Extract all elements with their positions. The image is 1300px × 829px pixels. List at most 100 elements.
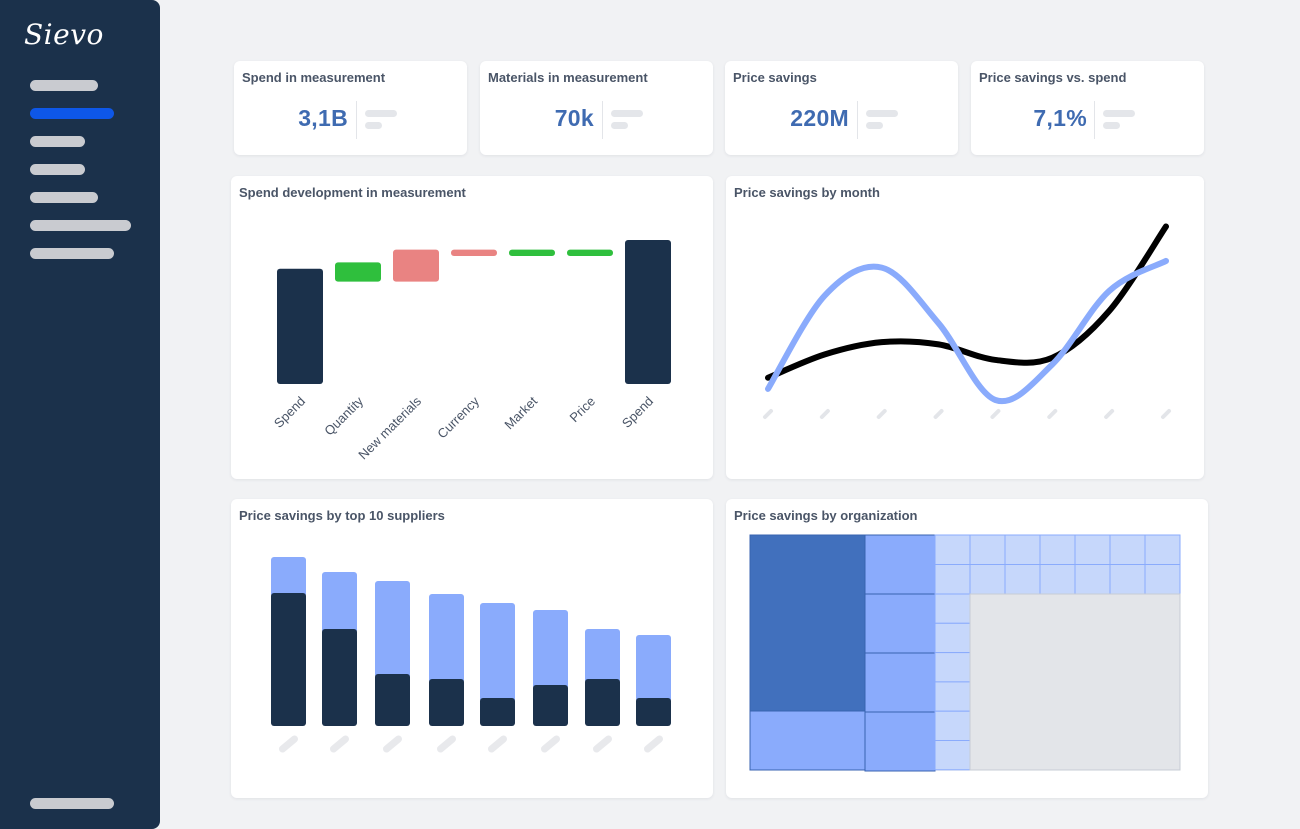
treemap-tiles	[749, 534, 1181, 772]
treemap-tile-small	[934, 681, 971, 712]
sidebar-item-5[interactable]	[30, 192, 98, 203]
sidebar-item-2-active[interactable]	[30, 108, 114, 119]
treemap-tile-small	[934, 740, 971, 771]
x-tick-placeholder	[279, 735, 298, 753]
bar-segment-dark	[585, 679, 620, 726]
sidebar-item-6[interactable]	[30, 220, 131, 231]
bar-segment-dark	[533, 685, 568, 726]
kpi-title: Price savings	[733, 70, 817, 85]
kpi-title: Price savings vs. spend	[979, 70, 1127, 85]
waterfall-x-label: Quantity	[321, 393, 366, 438]
bar-segment-light	[533, 610, 568, 689]
x-tick-placeholder	[1104, 409, 1115, 419]
waterfall-bar	[509, 249, 555, 256]
x-tick-placeholder	[541, 735, 560, 753]
kpi-placeholder-line	[866, 122, 883, 129]
treemap-tile-small	[1004, 534, 1041, 565]
kpi-placeholder-line	[365, 110, 397, 117]
kpi-card-savings-vs-spend[interactable]: Price savings vs. spend 7,1%	[971, 61, 1204, 155]
treemap-tile-small	[1109, 564, 1146, 595]
kpi-divider	[1094, 101, 1095, 139]
treemap-tile-small	[1109, 534, 1146, 565]
treemap-chart	[749, 534, 1181, 772]
x-tick-placeholder	[763, 409, 773, 419]
x-tick-placeholder	[593, 735, 612, 753]
kpi-card-price-savings[interactable]: Price savings 220M	[725, 61, 958, 155]
bar-segment-light	[322, 572, 357, 633]
waterfall-x-label: Spend	[619, 394, 656, 431]
x-tick-placeholder	[644, 735, 663, 753]
kpi-divider	[356, 101, 357, 139]
chart-title: Spend development in measurement	[239, 185, 466, 200]
treemap-tile-medium	[864, 652, 936, 713]
kpi-placeholder-line	[866, 110, 898, 117]
treemap-tile-small	[934, 710, 971, 741]
kpi-title: Materials in measurement	[488, 70, 648, 85]
bar-segment-dark	[429, 679, 464, 726]
kpi-placeholder-line	[365, 122, 382, 129]
kpi-placeholder-line	[611, 110, 643, 117]
x-tick-placeholder	[876, 409, 887, 419]
treemap-tile-small	[1144, 564, 1181, 595]
x-tick-placeholder	[1161, 409, 1171, 419]
waterfall-bar	[625, 240, 671, 384]
spend-development-card[interactable]: Spend development in measurement Spend Qu…	[231, 176, 713, 479]
chart-title: Price savings by month	[734, 185, 880, 200]
waterfall-x-label: Price	[567, 394, 599, 426]
sievo-logo[interactable]: Sievo	[24, 18, 104, 51]
treemap-tile-remaining	[969, 593, 1181, 771]
sidebar-item-4[interactable]	[30, 164, 85, 175]
waterfall-bar	[451, 249, 497, 256]
treemap-tile-small	[1039, 564, 1076, 595]
treemap-tile-medium	[864, 593, 936, 654]
sidebar-item-3[interactable]	[30, 136, 85, 147]
x-tick-placeholder	[330, 735, 349, 753]
x-tick-placeholder	[990, 409, 1001, 419]
waterfall-x-label: Spend	[271, 394, 308, 431]
treemap-tile-small	[1074, 564, 1111, 595]
waterfall-bar	[335, 262, 381, 282]
waterfall-x-label: New materials	[355, 393, 424, 462]
bar-segment-light	[636, 635, 671, 702]
kpi-placeholder-line	[1103, 110, 1135, 117]
kpi-value: 220M	[790, 105, 849, 131]
treemap-tile-small	[1039, 534, 1076, 565]
x-tick-placeholder	[933, 409, 944, 419]
kpi-value: 3,1B	[298, 105, 348, 131]
x-tick-placeholder	[819, 409, 830, 419]
x-tick-placeholder	[437, 735, 456, 753]
x-tick-placeholder	[1047, 409, 1058, 419]
sidebar: Sievo	[0, 0, 160, 829]
bar-segment-dark	[322, 629, 357, 726]
bar-segment-light	[271, 557, 306, 597]
sidebar-item-7[interactable]	[30, 248, 114, 259]
bar-segment-light	[375, 581, 410, 678]
by-organization-card[interactable]: Price savings by organization	[726, 499, 1208, 798]
series-line	[765, 257, 1169, 405]
bar-segment-light	[585, 629, 620, 683]
bar-segment-dark	[480, 698, 515, 726]
sidebar-item-bottom[interactable]	[30, 798, 114, 809]
treemap-tile-large	[749, 534, 866, 712]
treemap-tile-medium	[749, 710, 866, 771]
bar-segment-dark	[636, 698, 671, 726]
waterfall-bar	[277, 268, 323, 384]
kpi-title: Spend in measurement	[242, 70, 386, 85]
treemap-tile-small	[934, 534, 971, 565]
chart-title: Price savings by organization	[734, 508, 918, 523]
kpi-card-spend[interactable]: Spend in measurement 3,1B	[234, 61, 467, 155]
treemap-tile-small	[934, 564, 971, 595]
treemap-tile-small	[969, 564, 1006, 595]
waterfall-bar	[393, 249, 439, 282]
sidebar-item-1[interactable]	[30, 80, 98, 91]
top-suppliers-card[interactable]: Price savings by top 10 suppliers	[231, 499, 713, 798]
kpi-placeholder-line	[1103, 122, 1120, 129]
kpi-card-materials[interactable]: Materials in measurement 70k	[480, 61, 713, 155]
waterfall-bar	[567, 249, 613, 256]
series-line	[765, 223, 1169, 381]
treemap-tile-medium	[864, 534, 936, 595]
savings-by-month-card[interactable]: Price savings by month	[726, 176, 1204, 479]
kpi-divider	[857, 101, 858, 139]
x-tick-placeholder	[488, 735, 507, 753]
